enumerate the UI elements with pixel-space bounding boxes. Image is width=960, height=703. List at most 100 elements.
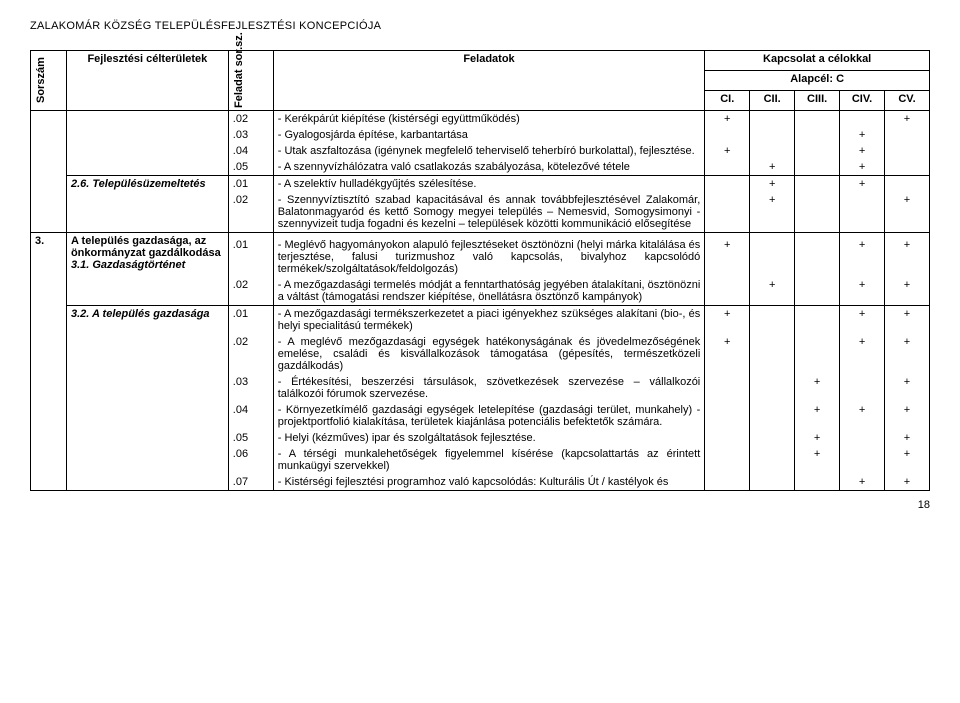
task-num: .06 (228, 446, 273, 474)
mark-cell (750, 474, 795, 491)
mark-cell: + (750, 159, 795, 176)
mark-cell (795, 277, 840, 306)
col-c4: CIV. (840, 91, 885, 111)
task-num: .03 (228, 127, 273, 143)
mark-cell (840, 430, 885, 446)
mark-cell (750, 430, 795, 446)
task-text: - Szennyvíztisztító szabad kapacitásával… (273, 192, 705, 233)
mark-cell (795, 127, 840, 143)
mark-cell: + (840, 127, 885, 143)
mark-cell (750, 374, 795, 402)
mark-cell: + (840, 237, 885, 277)
mark-cell (750, 127, 795, 143)
task-num: .02 (228, 277, 273, 306)
col-c5: CV. (885, 91, 930, 111)
mark-cell (705, 127, 750, 143)
mark-cell (840, 111, 885, 128)
mark-cell (840, 192, 885, 233)
mark-cell: + (840, 277, 885, 306)
col-c2: CII. (750, 91, 795, 111)
mark-cell (705, 277, 750, 306)
mark-cell: + (705, 237, 750, 277)
mark-cell: + (795, 374, 840, 402)
mark-cell: + (840, 306, 885, 335)
page-header: ZALAKOMÁR KÖZSÉG TELEPÜLÉSFEJLESZTÉSI KO… (30, 20, 930, 32)
mark-cell (750, 402, 795, 430)
mark-cell (705, 446, 750, 474)
mark-cell (795, 111, 840, 128)
mark-cell (750, 334, 795, 374)
mark-cell: + (705, 111, 750, 128)
mark-cell (795, 334, 840, 374)
task-num: .02 (228, 334, 273, 374)
mark-cell: + (840, 159, 885, 176)
mark-cell: + (705, 334, 750, 374)
task-num: .05 (228, 159, 273, 176)
task-text: - Értékesítési, beszerzési társulások, s… (273, 374, 705, 402)
mark-cell (705, 159, 750, 176)
mark-cell (885, 143, 930, 159)
mark-cell (750, 446, 795, 474)
mark-cell (795, 159, 840, 176)
task-text: - Kistérségi fejlesztési programhoz való… (273, 474, 705, 491)
mark-cell: + (885, 474, 930, 491)
col-feladat-sorsz: Feladat sor.sz. (233, 53, 245, 108)
mark-cell (795, 143, 840, 159)
task-text: - A meglévő mezőgazdasági egységek haték… (273, 334, 705, 374)
task-num: .02 (228, 192, 273, 233)
task-text: - Gyalogosjárda építése, karbantartása (273, 127, 705, 143)
page-number: 18 (30, 499, 930, 511)
mark-cell (705, 176, 750, 193)
subgroup-title: 3.1. Gazdaságtörténet (71, 259, 224, 271)
mark-cell: + (795, 446, 840, 474)
task-text: - A szennyvízhálózatra való csatlakozás … (273, 159, 705, 176)
mark-cell (705, 474, 750, 491)
task-text: - Utak aszfaltozása (igénynek megfelelő … (273, 143, 705, 159)
main-table: Sorszám Fejlesztési célterületek Feladat… (30, 50, 930, 491)
mark-cell (840, 446, 885, 474)
mark-cell: + (885, 402, 930, 430)
task-num: .01 (228, 306, 273, 335)
mark-cell: + (750, 277, 795, 306)
mark-cell: + (795, 402, 840, 430)
group-title: A település gazdasága, az önkormányzat g… (71, 235, 224, 259)
col-c1: CI. (705, 91, 750, 111)
mark-cell: + (885, 192, 930, 233)
mark-cell (750, 143, 795, 159)
task-num: .01 (228, 237, 273, 277)
mark-cell (705, 402, 750, 430)
task-num: .01 (228, 176, 273, 193)
task-text: - A szelektív hulladékgyűjtés szélesítés… (273, 176, 705, 193)
mark-cell: + (840, 176, 885, 193)
mark-cell (705, 374, 750, 402)
table-row: .02 - Kerékpárút kiépítése (kistérségi e… (31, 111, 930, 128)
mark-cell: + (750, 176, 795, 193)
mark-cell (885, 127, 930, 143)
mark-cell (750, 306, 795, 335)
mark-cell (840, 374, 885, 402)
task-text: - Kerékpárút kiépítése (kistérségi együt… (273, 111, 705, 128)
mark-cell (795, 176, 840, 193)
task-text: - A mezőgazdasági termelés módját a fenn… (273, 277, 705, 306)
mark-cell (705, 430, 750, 446)
task-num: .07 (228, 474, 273, 491)
subgroup-title: 3.2. A település gazdasága (66, 306, 228, 491)
mark-cell: + (795, 430, 840, 446)
task-text: - A térségi munkalehetőségek figyelemmel… (273, 446, 705, 474)
group-num: 3. (31, 233, 67, 306)
mark-cell: + (750, 192, 795, 233)
mark-cell: + (885, 237, 930, 277)
col-c3: CIII. (795, 91, 840, 111)
mark-cell (885, 159, 930, 176)
task-text: - Helyi (kézműves) ipar és szolgáltatáso… (273, 430, 705, 446)
mark-cell (795, 306, 840, 335)
mark-cell: + (885, 111, 930, 128)
mark-cell: + (840, 334, 885, 374)
col-celteruletek: Fejlesztési célterületek (66, 51, 228, 111)
col-kapcsolat: Kapcsolat a célokkal (705, 51, 930, 71)
mark-cell: + (705, 143, 750, 159)
mark-cell: + (885, 430, 930, 446)
mark-cell (750, 111, 795, 128)
mark-cell (795, 237, 840, 277)
group-title: 2.6. Településüzemeltetés (66, 176, 228, 233)
